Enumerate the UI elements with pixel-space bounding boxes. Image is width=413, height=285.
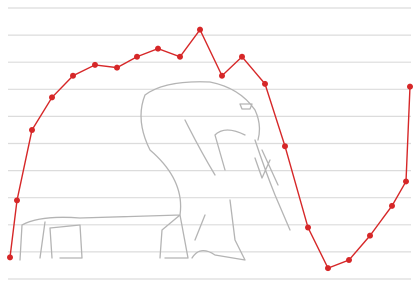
data-point [389, 203, 395, 209]
data-point [92, 62, 98, 68]
data-point [155, 46, 161, 52]
data-point [407, 84, 413, 90]
data-point [346, 257, 352, 263]
elephant-leg-front [40, 222, 82, 258]
data-point [114, 65, 120, 71]
series-line [10, 30, 410, 268]
page: (() => { const data = JSON.parse(documen… [0, 0, 413, 285]
data-point [219, 73, 225, 79]
data-point [49, 94, 55, 100]
elephant-trunk [255, 140, 290, 230]
elephant-leg-back [160, 200, 245, 260]
chart [0, 0, 413, 285]
data-point [177, 54, 183, 60]
data-point [14, 197, 20, 203]
data-point [262, 81, 268, 87]
plot-area [7, 27, 413, 271]
data-point [197, 27, 203, 33]
data-point [7, 254, 13, 260]
data-point [70, 73, 76, 79]
data-point [239, 54, 245, 60]
elephant-ear [185, 120, 245, 175]
data-point [282, 143, 288, 149]
data-point [134, 54, 140, 60]
data-point [367, 233, 373, 239]
data-point [305, 225, 311, 231]
data-point [403, 178, 409, 184]
data-point [29, 127, 35, 133]
data-point [325, 265, 331, 271]
